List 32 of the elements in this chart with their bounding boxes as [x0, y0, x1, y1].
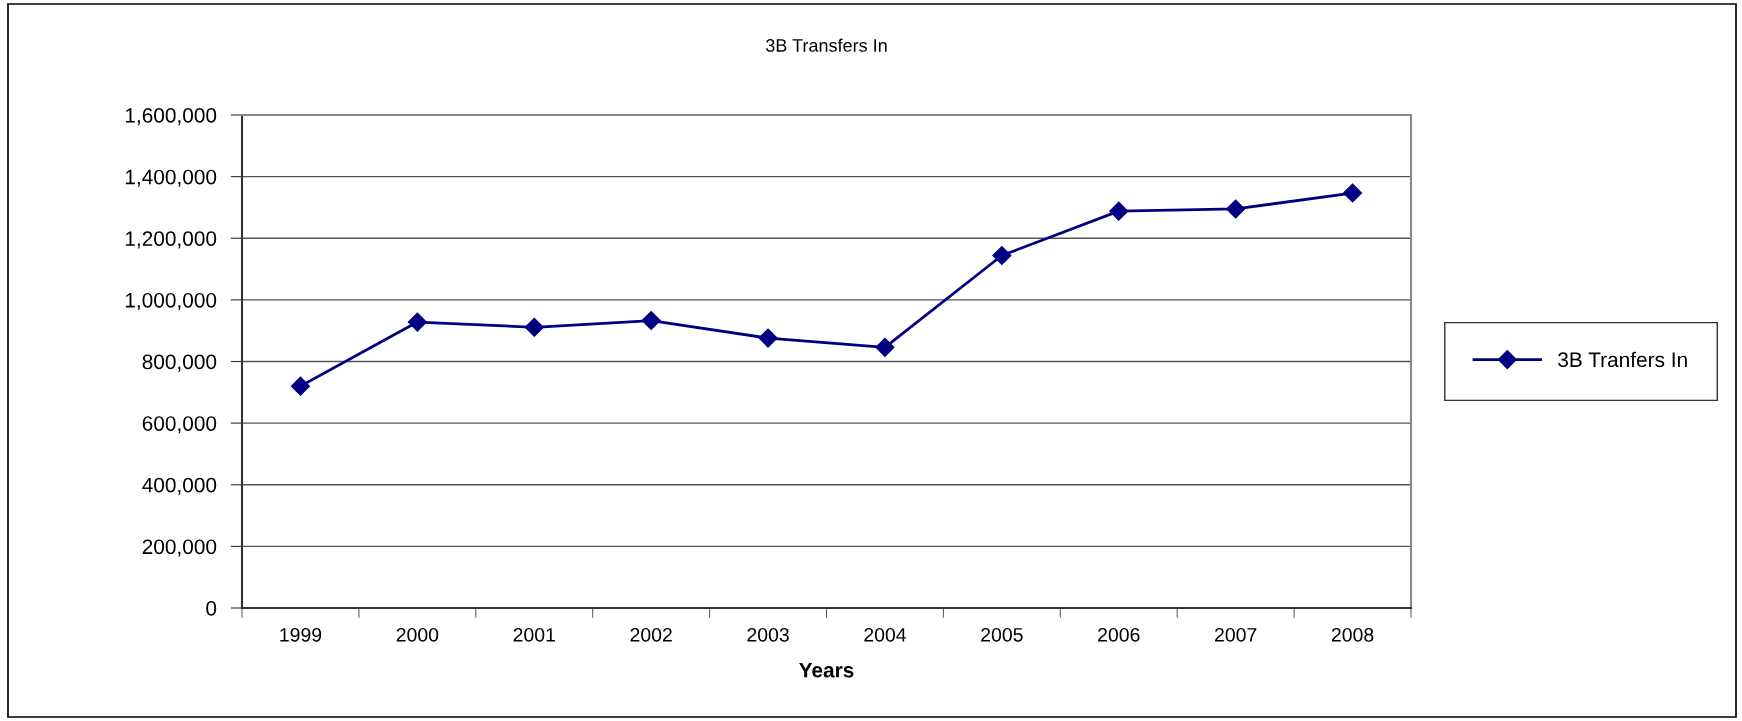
x-tick-label: 2004: [864, 627, 907, 642]
x-tick-label: 2002: [630, 627, 672, 642]
point: [407, 312, 427, 332]
x-tick-label: 2007: [1215, 627, 1257, 642]
y-tick-label: 1,600,000: [125, 108, 217, 126]
y-tick-label: 1,000,000: [125, 292, 217, 311]
y-tick-label: 800,000: [142, 354, 217, 372]
y-tick-label: 600,000: [142, 416, 217, 434]
point: [1109, 201, 1129, 221]
x-tick-label: 2003: [747, 627, 789, 642]
point: [758, 328, 778, 348]
x-tick-label: 2005: [981, 627, 1023, 642]
legend-label: 3B Tranfers In: [1558, 351, 1687, 368]
x-tick-label: 2008: [1331, 627, 1374, 642]
x-axis-title: Years: [799, 663, 854, 678]
point: [1343, 183, 1363, 203]
point: [290, 376, 310, 396]
x-tick-label: 2001: [513, 627, 555, 642]
point: [992, 245, 1012, 266]
y-tick-label: 200,000: [142, 539, 217, 557]
point: [641, 310, 661, 331]
y-tick-label: 0: [206, 601, 217, 616]
point: [524, 317, 544, 337]
y-tick-label: 1,200,000: [125, 231, 217, 249]
point: [1226, 199, 1246, 219]
x-tick-label: 1999: [280, 627, 322, 642]
y-tick-label: 400,000: [142, 477, 217, 495]
y-tick-label: 1,400,000: [125, 169, 217, 187]
x-tick-label: 2000: [396, 627, 439, 642]
point: [875, 337, 895, 357]
chart-title: 3B Transfers In: [765, 38, 887, 52]
x-tick-label: 2006: [1098, 627, 1140, 642]
